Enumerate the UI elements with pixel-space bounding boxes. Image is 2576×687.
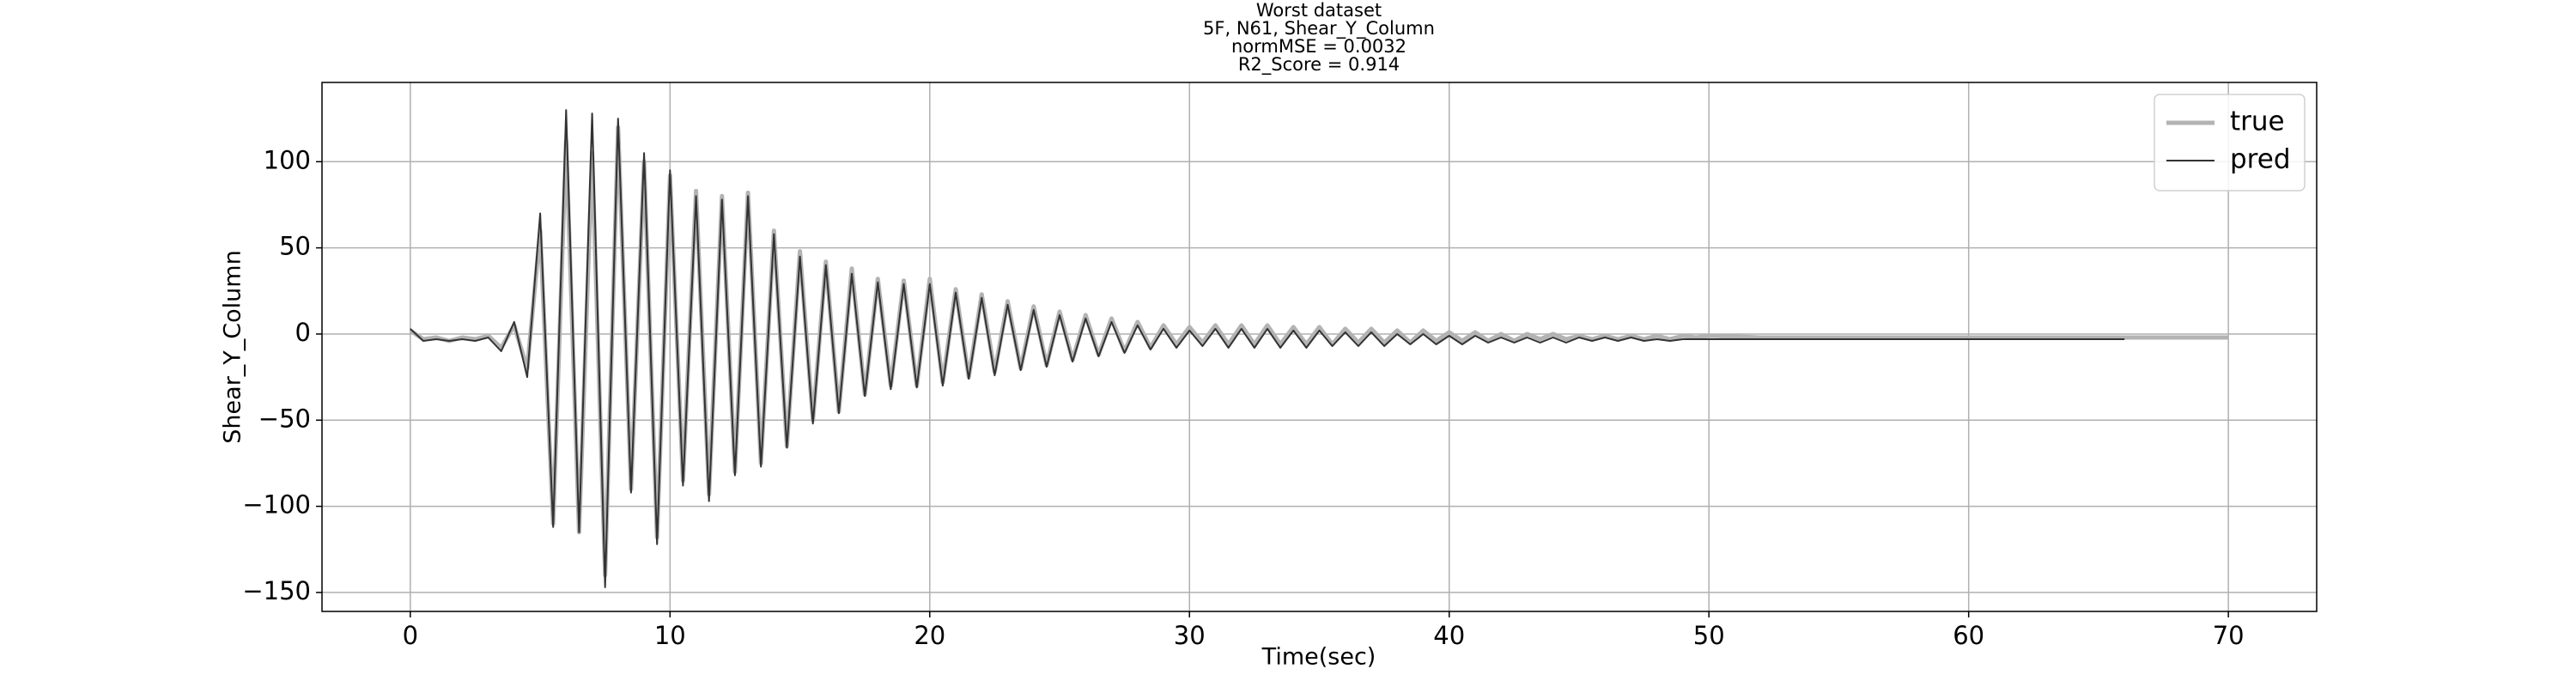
y-tick-label: 50 <box>279 232 311 261</box>
series-line <box>409 125 2229 578</box>
x-tick-label: 50 <box>1693 621 1725 650</box>
chart-title: normMSE = 0.0032 <box>1231 36 1406 57</box>
series-line <box>410 109 2125 588</box>
x-tick-label: 40 <box>1433 621 1465 650</box>
plot-frame <box>321 82 2318 612</box>
y-tick-label: −150 <box>242 576 311 605</box>
legend-box <box>2154 94 2306 192</box>
y-tick-label: 100 <box>264 145 311 174</box>
x-tick-label: 20 <box>914 621 945 650</box>
x-tick-label: 70 <box>2213 621 2245 650</box>
x-tick-label: 10 <box>654 621 686 650</box>
legend-label: true <box>2230 106 2285 137</box>
x-axis-label: Time(sec) <box>1261 644 1376 671</box>
y-axis-label: Shear_Y_Column <box>220 250 246 443</box>
y-tick-label: 0 <box>295 318 311 347</box>
chart-title: R2_Score = 0.914 <box>1238 54 1400 76</box>
legend-label: pred <box>2230 144 2291 175</box>
x-tick-label: 60 <box>1953 621 1984 650</box>
chart-title: Worst dataset <box>1256 0 1382 21</box>
y-tick-label: −50 <box>258 404 311 433</box>
x-tick-label: 0 <box>403 621 418 650</box>
y-tick-label: −100 <box>242 490 311 520</box>
x-tick-label: 30 <box>1174 621 1206 650</box>
chart-title: 5F, N61, Shear_Y_Column <box>1203 18 1435 40</box>
